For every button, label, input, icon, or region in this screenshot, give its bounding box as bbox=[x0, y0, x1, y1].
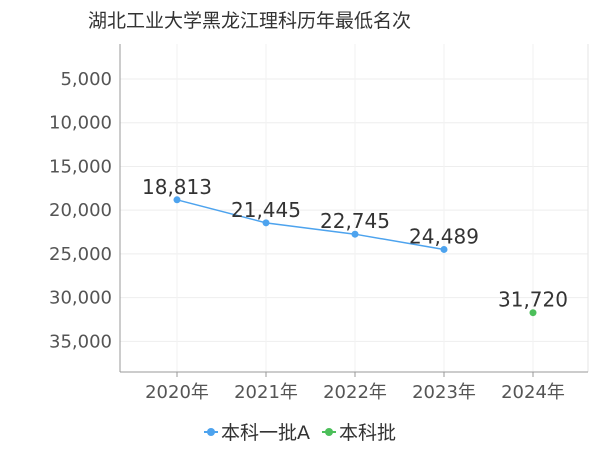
x-tick-label: 2024年 bbox=[501, 382, 565, 403]
series bbox=[173, 196, 537, 317]
axes: 5,000 10,000 15,000 20,000 25,000 30,000 35,00… bbox=[49, 44, 588, 403]
x-tick-label: 2020年 bbox=[145, 382, 209, 403]
y-tick-label: 30,000 bbox=[49, 288, 112, 309]
legend-marker-series-2 bbox=[322, 427, 337, 437]
grid-lines bbox=[120, 44, 589, 372]
data-label-series-1: 18,813 bbox=[142, 175, 212, 199]
legend: 本科一批A 本科批 bbox=[0, 418, 600, 445]
chart-title: 湖北工业大学黑龙江理科历年最低名次 bbox=[88, 10, 412, 32]
data-label-series-1: 21,445 bbox=[231, 198, 301, 222]
legend-marker-series-1 bbox=[203, 427, 218, 437]
data-point-series-1 bbox=[173, 196, 181, 204]
y-tick-label: 10,000 bbox=[49, 113, 112, 134]
y-tick-label: 25,000 bbox=[49, 244, 112, 265]
y-tick-label: 15,000 bbox=[49, 156, 112, 177]
legend-item-series-1[interactable]: 本科一批A bbox=[203, 418, 310, 445]
data-point-series-1 bbox=[351, 230, 359, 238]
x-tick-label: 2023年 bbox=[412, 382, 476, 403]
data-point-series-1 bbox=[440, 245, 448, 253]
series-line-1 bbox=[176, 199, 445, 251]
data-point-series-2 bbox=[529, 309, 537, 317]
data-label-series-2: 31,720 bbox=[498, 288, 568, 312]
y-tick-label: 20,000 bbox=[49, 200, 112, 221]
legend-label-series-2: 本科批 bbox=[339, 422, 397, 444]
y-tick-label: 35,000 bbox=[49, 331, 112, 352]
data-label-series-1: 24,489 bbox=[409, 224, 479, 248]
data-labels: 18,813 21,445 22,745 24,489 31,720 bbox=[142, 175, 568, 312]
legend-item-series-2[interactable]: 本科批 bbox=[322, 418, 396, 445]
legend-label-series-1: 本科一批A bbox=[220, 422, 310, 444]
y-tick-label: 5,000 bbox=[60, 69, 112, 90]
x-tick-label: 2021年 bbox=[234, 382, 298, 403]
x-tick-label: 2022年 bbox=[323, 382, 387, 403]
data-label-series-1: 22,745 bbox=[320, 209, 390, 233]
data-point-series-1 bbox=[262, 219, 270, 227]
